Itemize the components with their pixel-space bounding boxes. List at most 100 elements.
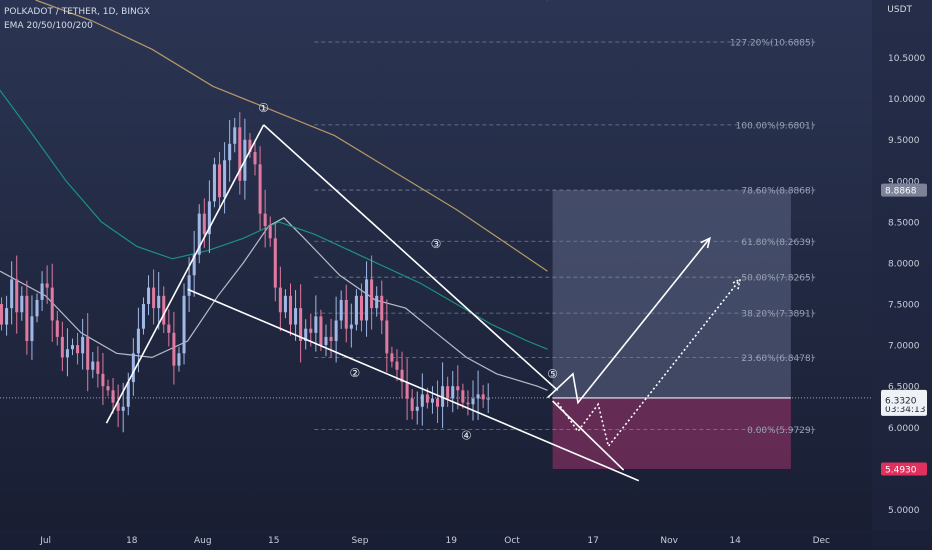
candle-body — [446, 386, 450, 399]
candle-body — [0, 304, 4, 325]
candle-body — [45, 283, 49, 288]
price-scale-panel — [872, 0, 932, 550]
projection-path-solid — [546, 237, 711, 405]
candle-body — [486, 398, 490, 400]
candle-body — [136, 328, 140, 354]
symbol-title: POLKADOT / TETHER, 1D, BINGX — [4, 7, 150, 17]
candle-body — [420, 394, 424, 407]
candle-body — [101, 373, 105, 387]
candle-body — [339, 299, 343, 321]
price-tag-label: 6.3320 — [885, 397, 917, 407]
time-scale-panel — [0, 530, 932, 550]
price-tag-bg — [881, 183, 927, 197]
price-tag-label: 5.4930 — [885, 465, 917, 475]
candle-body — [309, 328, 313, 333]
projection-path-solid-arrowhead — [700, 236, 711, 249]
x-tick-label: 18 — [126, 536, 138, 546]
candle-body — [334, 320, 338, 342]
candle-body — [212, 164, 216, 202]
candle-body — [441, 386, 445, 407]
candle-body — [410, 398, 414, 411]
fib-level-label: 50.00%(7.8265) — [741, 274, 814, 284]
candle-body — [30, 316, 34, 342]
candle-body — [187, 275, 191, 296]
candle-body — [263, 213, 267, 226]
wave-label: ③ — [431, 237, 442, 251]
price-tag-countdown: 03:34:13 — [885, 405, 925, 415]
candle-body — [238, 127, 242, 181]
candle-body — [116, 402, 120, 411]
candle-body — [268, 225, 272, 239]
candle-body — [20, 295, 24, 313]
candle-body — [329, 336, 333, 342]
candle-body — [65, 349, 69, 358]
candle-body — [253, 152, 257, 165]
candle-body — [96, 361, 100, 374]
candle-body — [167, 324, 171, 333]
candle-body — [400, 369, 404, 383]
price-tag-bg — [881, 462, 927, 476]
candle-body — [319, 316, 323, 346]
candle-body — [126, 382, 130, 407]
candle-body — [395, 361, 399, 370]
candle-body — [141, 304, 145, 329]
trend-line — [105, 124, 265, 424]
candle-body — [10, 279, 14, 309]
position-profit-zone — [552, 190, 791, 398]
y-tick-label: 5.0000 — [888, 506, 920, 516]
y-tick-label: 7.5000 — [888, 301, 920, 311]
x-tick-label: Oct — [504, 536, 520, 546]
y-tick-label: 8.5000 — [888, 218, 920, 228]
ema-line — [0, 217, 548, 391]
x-tick-label: Jul — [39, 536, 51, 546]
ema-line — [35, 0, 548, 272]
candle-body — [207, 201, 211, 235]
candle-body — [182, 295, 186, 354]
candle-body — [466, 402, 470, 405]
ema-line — [0, 90, 548, 350]
candle-body — [40, 283, 44, 300]
x-tick-label: 17 — [587, 536, 598, 546]
candle-body — [15, 279, 19, 313]
candle-body — [147, 287, 151, 305]
candle-body — [192, 254, 196, 276]
candle-body — [390, 353, 394, 362]
candle-body — [456, 386, 460, 391]
y-tick-label: 10.5000 — [888, 54, 925, 64]
candle-body — [223, 160, 227, 198]
candle-body — [451, 386, 455, 399]
candle-body — [354, 295, 358, 325]
wave-label: ④ — [461, 429, 472, 443]
candle-body — [375, 295, 379, 309]
candle-body — [430, 398, 434, 403]
candle-body — [299, 308, 303, 342]
fib-level-label: 78.60%(8.8868) — [741, 187, 814, 197]
y-tick-label: 7.0000 — [888, 342, 920, 352]
candle-body — [294, 308, 298, 325]
y-tick-label: 9.0000 — [888, 177, 920, 187]
candle-body — [461, 390, 465, 403]
candle-body — [172, 332, 176, 366]
candle-body — [35, 299, 39, 317]
candle-body — [60, 336, 64, 358]
candle-body — [425, 394, 429, 403]
candle-body — [415, 406, 419, 411]
candle-body — [359, 295, 363, 321]
candle-body — [273, 238, 277, 288]
candle-body — [81, 336, 85, 354]
candle-body — [152, 287, 156, 309]
candle-body — [365, 279, 369, 321]
candle-body — [283, 295, 287, 313]
position-loss-zone — [552, 397, 791, 469]
trend-line — [263, 124, 559, 391]
price-tag-label: 8.8868 — [885, 187, 917, 197]
candle-body — [121, 406, 125, 411]
candle-body — [324, 336, 328, 346]
candle-body — [248, 139, 252, 153]
candle-body — [228, 143, 232, 161]
candle-body — [157, 295, 161, 309]
candle-body — [86, 336, 90, 370]
x-tick-label: 19 — [445, 536, 457, 546]
candle-body — [50, 287, 54, 321]
